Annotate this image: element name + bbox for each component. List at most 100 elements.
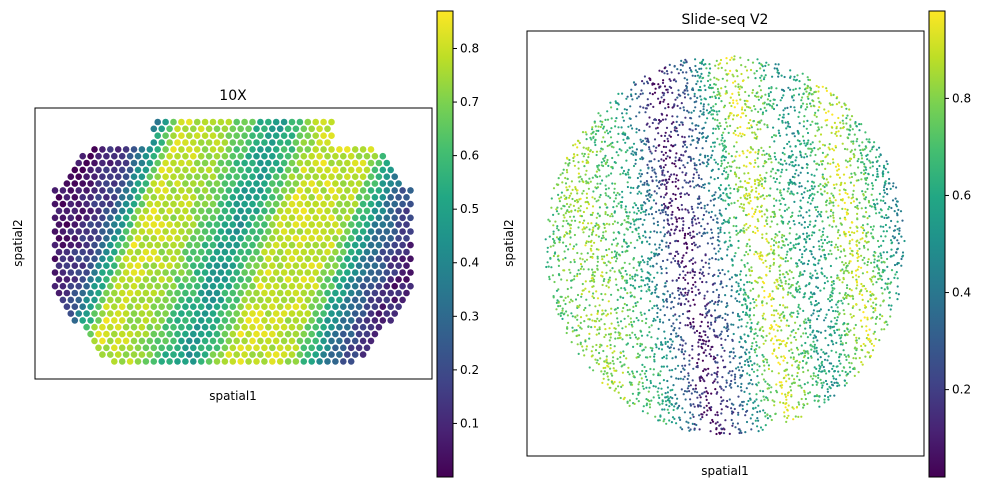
spot (138, 323, 146, 331)
spot (304, 296, 312, 304)
spot (221, 262, 229, 270)
spot (383, 269, 391, 276)
bead (586, 252, 589, 255)
spot (300, 207, 308, 215)
bead (780, 236, 784, 239)
bead (829, 325, 832, 328)
bead (771, 337, 774, 340)
spot (126, 166, 134, 174)
bead (861, 258, 864, 262)
spot (166, 276, 173, 283)
bead (635, 269, 638, 272)
spot (288, 187, 296, 194)
bead (873, 203, 877, 206)
bead (590, 326, 593, 329)
spot (79, 289, 86, 297)
bead (809, 123, 812, 126)
bead (761, 325, 764, 329)
bead (743, 224, 746, 227)
bead (699, 418, 702, 421)
bead (683, 179, 686, 182)
bead (681, 123, 684, 126)
bead (869, 150, 872, 153)
spot (253, 262, 260, 270)
bead (721, 359, 725, 362)
bead (698, 67, 701, 70)
bead (665, 357, 668, 360)
bead (695, 146, 698, 150)
bead (554, 251, 557, 254)
bead (585, 240, 588, 243)
bead (548, 275, 551, 278)
bead (631, 370, 634, 373)
bead (704, 343, 707, 346)
spot (308, 125, 316, 133)
spot (379, 152, 387, 160)
bead (565, 168, 569, 172)
bead (862, 169, 866, 172)
bead (747, 296, 750, 299)
spot (197, 262, 205, 270)
spot (276, 166, 284, 174)
bead (718, 92, 721, 95)
bead (703, 84, 706, 87)
bead (803, 321, 806, 325)
bead (707, 272, 710, 275)
bead (734, 129, 737, 132)
bead (661, 209, 665, 212)
spot (75, 282, 82, 290)
spot (324, 194, 331, 201)
spot (114, 228, 122, 235)
bead (623, 261, 626, 264)
spot (300, 125, 308, 133)
bead (670, 261, 673, 264)
bead (621, 245, 624, 248)
bead (835, 97, 838, 100)
spot (288, 146, 296, 153)
spot (272, 187, 280, 194)
bead (660, 96, 663, 99)
spot (162, 255, 169, 263)
bead (695, 168, 698, 171)
spot (221, 317, 229, 324)
bead (704, 333, 707, 337)
bead (835, 127, 838, 130)
bead (781, 121, 784, 124)
bead (762, 312, 765, 315)
bead (874, 309, 877, 312)
bead (656, 311, 659, 315)
bead (671, 162, 674, 165)
spot (371, 276, 379, 283)
bead (775, 177, 779, 181)
spot (75, 310, 82, 317)
spot (332, 152, 339, 160)
bead (603, 370, 606, 373)
spot (75, 159, 82, 167)
spot (265, 118, 272, 126)
bead (765, 219, 768, 222)
spot (138, 351, 146, 358)
spot (257, 351, 264, 358)
bead (635, 127, 638, 130)
spot (182, 317, 189, 324)
bead (560, 311, 564, 315)
bead (692, 415, 695, 418)
bead (734, 173, 738, 176)
spot (114, 351, 122, 358)
spot (59, 241, 67, 249)
bead (756, 252, 759, 255)
bead (813, 185, 816, 188)
spot (320, 282, 327, 290)
bead (722, 399, 725, 402)
bead (698, 197, 701, 200)
spot (383, 241, 391, 249)
bead (854, 205, 857, 209)
spot (170, 187, 177, 194)
bead (702, 265, 705, 269)
spot (217, 228, 225, 235)
spot (114, 214, 122, 222)
spot (142, 207, 150, 215)
spot (308, 139, 316, 146)
spot (107, 241, 114, 249)
bead (729, 169, 732, 172)
